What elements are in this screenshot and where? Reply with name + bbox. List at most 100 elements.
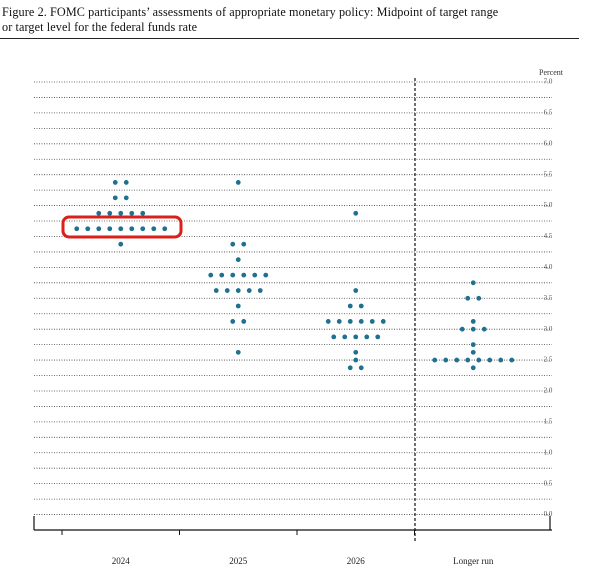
dot: [347, 319, 353, 324]
chart-title: Figure 2. FOMC participants’ assessments…: [2, 5, 499, 19]
dot: [230, 241, 236, 247]
dot: [208, 272, 214, 278]
y-axis-label: Percent: [539, 68, 564, 77]
dot: [112, 195, 118, 201]
dot: [347, 303, 353, 309]
dot: [509, 357, 515, 363]
dot: [353, 349, 359, 355]
dot: [364, 334, 370, 340]
dot: [241, 241, 247, 247]
x-tick-label: Longer run: [453, 556, 494, 566]
dot: [263, 272, 269, 278]
dot: [235, 257, 241, 263]
dot: [358, 365, 364, 371]
dot: [353, 357, 359, 363]
y-tick-label: 5.5: [544, 170, 553, 178]
dot: [257, 288, 263, 293]
dot: [246, 288, 252, 293]
dot: [235, 303, 241, 309]
dot: [140, 210, 146, 216]
dot: [476, 357, 482, 363]
dot: [331, 334, 337, 340]
dot: [96, 210, 102, 216]
dot: [470, 365, 476, 371]
dot: [470, 326, 476, 332]
dot: [353, 210, 359, 216]
dot: [470, 280, 476, 286]
dot: [140, 226, 146, 232]
dot: [129, 210, 135, 216]
dot: [353, 334, 359, 340]
dot: [459, 326, 465, 332]
dot: [213, 288, 219, 293]
x-tick-label: 2025: [229, 556, 248, 566]
dot: [369, 319, 375, 324]
dot: [123, 180, 129, 185]
y-tick-label: 3.0: [544, 325, 553, 333]
dot: [235, 288, 241, 293]
dot: [498, 357, 504, 363]
y-tick-label: 2.5: [544, 356, 553, 364]
dot: [129, 226, 135, 232]
dot: [235, 180, 241, 185]
y-tick-label: 7.0: [544, 78, 553, 86]
dot: [118, 226, 124, 232]
y-tick-label: 1.0: [544, 448, 553, 456]
dot: [219, 272, 225, 278]
x-tick-label: 2024: [112, 556, 131, 566]
title-rule: [0, 38, 579, 39]
dot: [235, 349, 241, 355]
y-tick-label: 4.0: [544, 263, 553, 271]
dot: [358, 303, 364, 309]
x-tick-label: 2026: [347, 556, 366, 566]
dot: [224, 288, 230, 293]
dot: [107, 226, 113, 232]
dot: [487, 357, 493, 363]
dot: [476, 295, 482, 301]
dot: [241, 319, 247, 324]
dot: [353, 288, 359, 293]
dot: [375, 334, 381, 340]
dot: [118, 241, 124, 247]
y-tick-label: 6.0: [544, 139, 553, 147]
dot: [347, 365, 353, 371]
dot: [470, 342, 476, 348]
dot: [151, 226, 157, 232]
dot: [162, 226, 168, 232]
dot: [432, 357, 438, 363]
y-tick-label: 2.0: [544, 387, 553, 395]
y-tick-label: 3.5: [544, 294, 553, 302]
dot: [230, 272, 236, 278]
dot: [230, 319, 236, 324]
dot: [118, 210, 124, 216]
dot: [358, 319, 364, 324]
dot: [112, 180, 118, 185]
y-tick-label: 5.0: [544, 201, 553, 209]
dot: [325, 319, 331, 324]
dot: [85, 226, 91, 232]
dot: [470, 319, 476, 324]
dot: [481, 326, 487, 332]
dot: [342, 334, 348, 340]
dot: [107, 210, 113, 216]
dot: [123, 195, 129, 201]
dot: [470, 349, 476, 355]
y-tick-label: 4.5: [544, 232, 553, 240]
dot: [336, 319, 342, 324]
highlight: [61, 215, 183, 239]
dot: [454, 357, 460, 363]
chart-title: or target level for the federal funds ra…: [2, 20, 198, 34]
y-tick-label: 6.5: [544, 109, 553, 117]
dot: [252, 272, 258, 278]
y-tick-label: 0.0: [544, 510, 553, 518]
dot: [74, 226, 80, 232]
dot: [443, 357, 449, 363]
y-tick-label: 1.5: [544, 417, 553, 425]
y-tick-label: 0.5: [544, 479, 553, 487]
dot: [465, 295, 471, 301]
dot: [96, 226, 102, 232]
dot: [465, 357, 471, 363]
dot: [241, 272, 247, 278]
